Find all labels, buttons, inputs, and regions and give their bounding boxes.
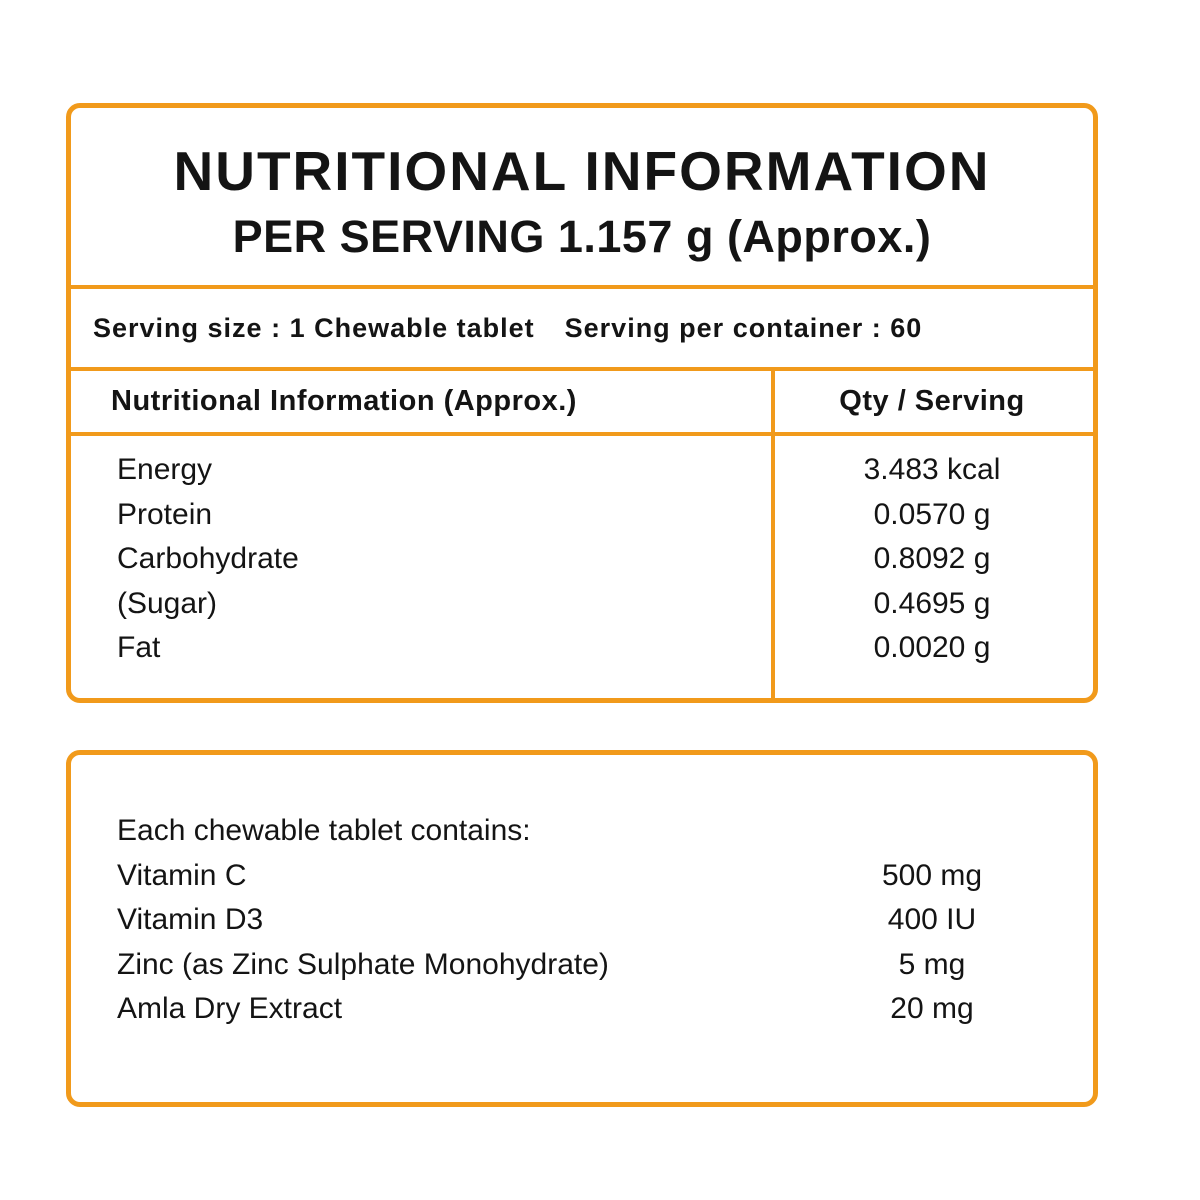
page-subtitle: PER SERVING 1.157 g (Approx.) — [232, 210, 932, 262]
divider-below-title — [71, 285, 1093, 289]
ingredient-name: Amla Dry Extract — [117, 992, 343, 1026]
nutrient-name: Protein — [117, 497, 213, 531]
content-row: Zinc (as Zinc Sulphate Monohydrate) 5 mg — [71, 943, 1093, 988]
table-body: Energy 3.483 kcal Protein 0.0570 g Carbo… — [71, 436, 1093, 698]
tablet-contents-panel: Each chewable tablet contains: Vitamin C… — [66, 750, 1098, 1107]
ingredient-name: Vitamin C — [117, 858, 247, 892]
serving-size-text: Serving size : 1 Chewable tablet — [93, 312, 535, 343]
nutrient-qty: 0.4695 g — [873, 586, 991, 620]
tablet-contents-block: Each chewable tablet contains: Vitamin C… — [71, 809, 1093, 1032]
nutrient-qty: 3.483 kcal — [863, 453, 1001, 487]
nutrient-qty: 0.8092 g — [873, 542, 991, 576]
contents-heading: Each chewable tablet contains: — [117, 814, 531, 848]
table-header-name: Nutritional Information (Approx.) — [111, 385, 577, 417]
ingredient-name: Vitamin D3 — [117, 903, 264, 937]
table-row: Carbohydrate 0.8092 g — [71, 537, 1093, 582]
table-header-qty: Qty / Serving — [839, 385, 1025, 417]
title-block: NUTRITIONAL INFORMATION PER SERVING 1.15… — [71, 108, 1093, 285]
table-row: Energy 3.483 kcal — [71, 448, 1093, 493]
serving-info-row: Serving size : 1 Chewable tablet Serving… — [71, 289, 1093, 367]
nutrient-name: Fat — [117, 631, 161, 665]
nutritional-information-panel: NUTRITIONAL INFORMATION PER SERVING 1.15… — [66, 103, 1098, 703]
table-row: (Sugar) 0.4695 g — [71, 582, 1093, 627]
page-title: NUTRITIONAL INFORMATION — [173, 139, 991, 202]
nutrient-qty: 0.0020 g — [873, 631, 991, 665]
divider-below-table-header — [71, 432, 1093, 436]
ingredient-qty: 20 mg — [890, 992, 974, 1026]
divider-above-table-header — [71, 367, 1093, 371]
table-column-divider — [771, 367, 775, 698]
ingredient-name: Zinc (as Zinc Sulphate Monohydrate) — [117, 947, 609, 981]
content-row: Vitamin D3 400 IU — [71, 898, 1093, 943]
content-row: Vitamin C 500 mg — [71, 854, 1093, 899]
ingredient-qty: 500 mg — [881, 858, 983, 892]
nutrient-name: (Sugar) — [117, 586, 218, 620]
ingredient-qty: 5 mg — [898, 947, 966, 981]
table-header-row: Nutritional Information (Approx.) Qty / … — [71, 371, 1093, 432]
nutrient-qty: 0.0570 g — [873, 497, 991, 531]
ingredient-qty: 400 IU — [887, 903, 977, 937]
nutrient-name: Carbohydrate — [117, 542, 299, 576]
table-row: Fat 0.0020 g — [71, 626, 1093, 671]
table-row: Protein 0.0570 g — [71, 493, 1093, 538]
serving-per-container-text: Serving per container : 60 — [564, 312, 923, 343]
content-row: Amla Dry Extract 20 mg — [71, 987, 1093, 1032]
nutrient-name: Energy — [117, 453, 213, 487]
